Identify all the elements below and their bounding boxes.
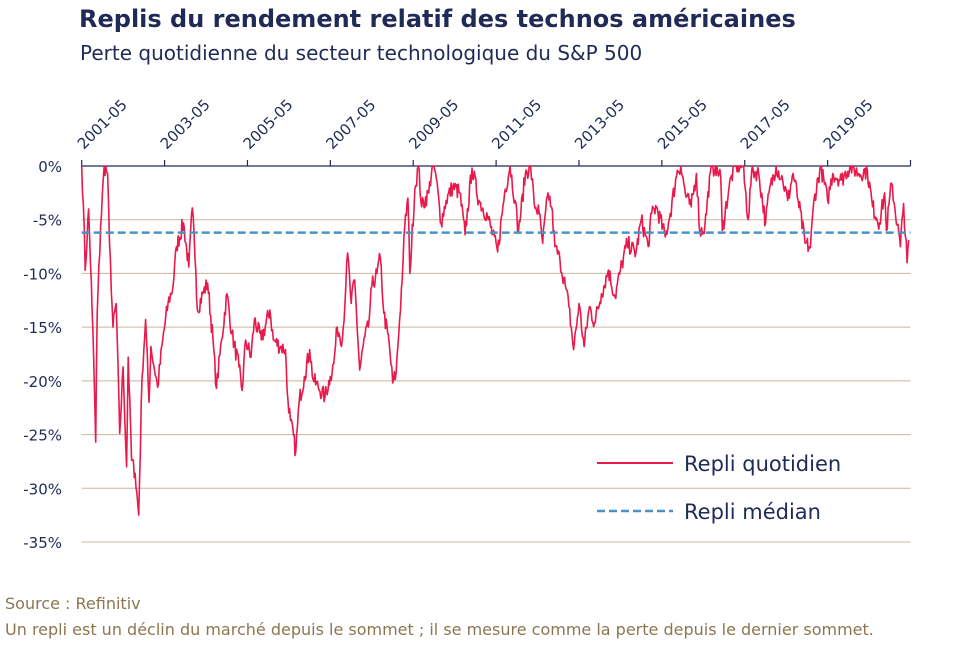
- gridlines: [81, 219, 911, 543]
- legend: Repli quotidien Repli médian: [597, 452, 841, 524]
- source-note: Source : Refinitiv: [5, 594, 141, 613]
- legend-label-daily: Repli quotidien: [684, 452, 841, 476]
- x-tick-label: 2009-05: [405, 96, 462, 153]
- x-tick-label: 2003-05: [157, 96, 214, 153]
- legend-label-median: Repli médian: [684, 500, 821, 524]
- y-axis-tick-labels: 0% -5% -10% -15% -20% -25% -30% -35%: [23, 158, 62, 552]
- x-tick-label: 2019-05: [820, 96, 877, 153]
- chart-title: Replis du rendement relatif des technos …: [79, 5, 796, 33]
- y-tick-label: -15%: [23, 319, 62, 337]
- series-layer: [80, 165, 911, 516]
- x-tick-label: 2007-05: [322, 96, 379, 153]
- x-tick-label: 2015-05: [654, 96, 711, 153]
- x-axis: 2001-05 2003-05 2005-05 2007-05 2009-05 2011-…: [74, 96, 912, 167]
- y-tick-label: -25%: [23, 427, 62, 445]
- y-tick-label: 0%: [38, 158, 62, 176]
- x-tick-label: 2011-05: [488, 96, 545, 153]
- y-tick-label: -5%: [33, 212, 62, 230]
- y-tick-label: -20%: [23, 373, 62, 391]
- y-tick-label: -30%: [23, 480, 62, 498]
- series-line-repli-quotidien: [80, 165, 910, 516]
- y-tick-label: -35%: [23, 534, 62, 552]
- definition-note: Un repli est un déclin du marché depuis …: [5, 620, 874, 639]
- y-tick-label: -10%: [23, 265, 62, 283]
- x-tick-label: 2005-05: [240, 96, 297, 153]
- x-tick-label: 2017-05: [737, 96, 794, 153]
- chart-subtitle: Perte quotidienne du secteur technologiq…: [80, 41, 642, 65]
- x-tick-label: 2001-05: [74, 96, 131, 153]
- x-tick-label: 2013-05: [571, 96, 628, 153]
